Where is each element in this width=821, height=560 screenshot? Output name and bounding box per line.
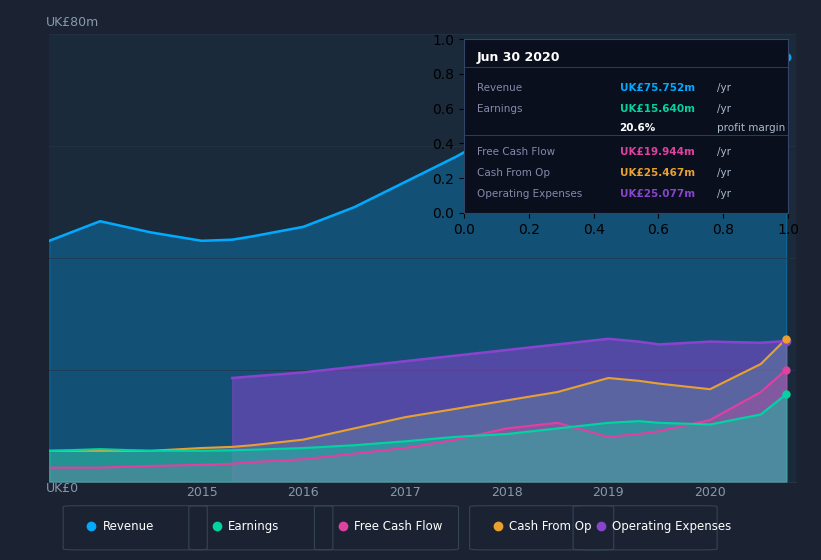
Text: Revenue: Revenue bbox=[477, 83, 522, 93]
Text: UK£80m: UK£80m bbox=[45, 16, 99, 29]
Text: Free Cash Flow: Free Cash Flow bbox=[354, 520, 442, 533]
Text: /yr: /yr bbox=[717, 83, 731, 93]
Text: 20.6%: 20.6% bbox=[620, 123, 656, 133]
Text: /yr: /yr bbox=[717, 189, 731, 199]
Text: UK£25.467m: UK£25.467m bbox=[620, 168, 695, 178]
Text: Earnings: Earnings bbox=[477, 104, 522, 114]
Text: Jun 30 2020: Jun 30 2020 bbox=[477, 52, 561, 64]
Text: UK£15.640m: UK£15.640m bbox=[620, 104, 695, 114]
Text: Revenue: Revenue bbox=[103, 520, 154, 533]
Text: UK£75.752m: UK£75.752m bbox=[620, 83, 695, 93]
Text: /yr: /yr bbox=[717, 104, 731, 114]
Text: Operating Expenses: Operating Expenses bbox=[477, 189, 582, 199]
Text: Operating Expenses: Operating Expenses bbox=[612, 520, 732, 533]
Text: Cash From Op: Cash From Op bbox=[509, 520, 591, 533]
Text: UK£25.077m: UK£25.077m bbox=[620, 189, 695, 199]
Text: Earnings: Earnings bbox=[228, 520, 279, 533]
Text: Cash From Op: Cash From Op bbox=[477, 168, 550, 178]
Text: UK£19.944m: UK£19.944m bbox=[620, 147, 695, 157]
Text: profit margin: profit margin bbox=[717, 123, 785, 133]
Text: UK£0: UK£0 bbox=[45, 482, 79, 494]
Text: /yr: /yr bbox=[717, 147, 731, 157]
Text: Free Cash Flow: Free Cash Flow bbox=[477, 147, 555, 157]
Text: /yr: /yr bbox=[717, 168, 731, 178]
